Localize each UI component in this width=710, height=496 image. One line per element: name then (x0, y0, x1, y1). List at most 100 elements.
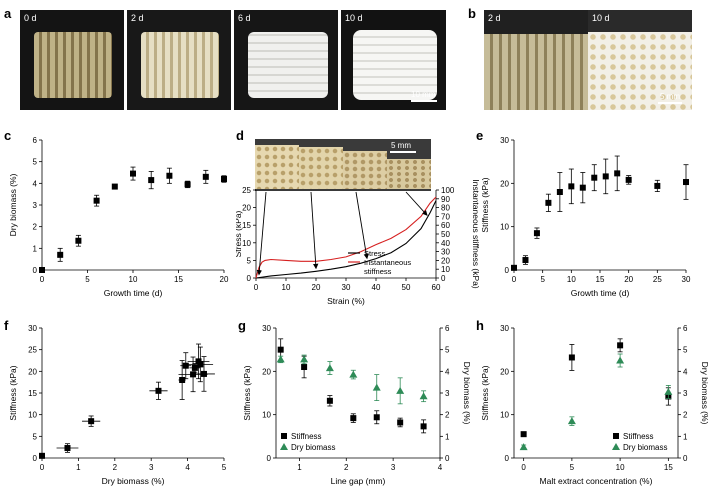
chart-d: 0 10 20 30 40 50 60051015202501020304050607080… (236, 179, 480, 306)
scale-bar-a (411, 100, 437, 102)
chart-g-xlabel: Line gap (mm) (331, 476, 386, 486)
chart-h-ytick-label: 10 (500, 411, 509, 420)
chart-e-xtick-label: 20 (624, 275, 633, 284)
chart-g-xtick-label: 3 (391, 463, 396, 472)
chart-c-ytick-label: 3 (33, 201, 38, 210)
chart-d-xtick-label: 40 (372, 283, 381, 292)
photo-d-strip: 5 mm (255, 139, 431, 191)
photo-a-tag-10d: 10 d (345, 13, 363, 23)
photo-a-10d: 10 mm 10 d (341, 10, 446, 110)
chart-c-point (130, 170, 136, 177)
scale-bar-d (390, 151, 416, 153)
panel-label-h: h (476, 318, 484, 333)
photo-b-tag-2d: 2 d (488, 13, 501, 23)
chart-f-xlabel: Dry biomass (%) (102, 476, 165, 486)
chart-h-ytick-label: 30 (500, 324, 509, 333)
chart-g-y2tick-label: 3 (445, 389, 450, 398)
chart-h-y2label: Dry biomass (%) (700, 362, 710, 425)
chart-f-point (88, 418, 95, 425)
chart-g-point (420, 423, 427, 430)
chart-c: 0 5 10 15 20 0 1 2 3 4 5 6 Growth time (d) Dry biomas… (8, 136, 229, 298)
chart-c-point (75, 237, 82, 244)
chart-g-point (300, 355, 309, 363)
scale-label-a: 10 mm (411, 90, 436, 99)
chart-g-point (301, 364, 308, 370)
chart-h-ytick-label: 0 (505, 454, 510, 463)
chart-c-point (57, 251, 64, 258)
chart-d-y2tick-label: 10 (441, 265, 450, 274)
chart-d-legend-label: Instantaneous (364, 258, 411, 267)
chart-h-point (519, 443, 528, 451)
chart-d-xtick-label: 0 (254, 283, 259, 292)
chart-d-legend-label: Stress (364, 249, 386, 258)
chart-f-ytick-label: 25 (28, 346, 37, 355)
photo-a-2d: 2 d (127, 10, 231, 110)
chart-g-legend-marker (280, 443, 288, 450)
photo-d-frame-2 (299, 147, 343, 189)
chart-d-y2tick-label: 30 (441, 248, 450, 257)
chart-c-axes: 0 5 10 15 20 0 1 2 3 4 5 6 Growth time (d) Dry biomas… (8, 136, 229, 298)
chart-g-ytick-label: 10 (262, 411, 271, 420)
scaffold-6d (248, 32, 328, 98)
chart-h-y2tick-label: 4 (683, 367, 688, 376)
chart-g-y2tick-label: 5 (445, 346, 450, 355)
chart-e-ytick-label: 10 (500, 223, 509, 232)
panel-label-d: d (236, 128, 244, 143)
chart-d-ytick-label: 10 (242, 239, 251, 248)
chart-c-ytick-label: 6 (33, 136, 38, 145)
panel-label-a: a (4, 6, 12, 21)
chart-g-ytick-label: 0 (267, 454, 272, 463)
chart-g-legend-label: Dry biomass (291, 443, 335, 452)
chart-d-legend-label: stiffness (364, 267, 392, 276)
chart-g-ylabel: Stiffness (kPa) (242, 365, 252, 420)
chart-d-series-line-1 (255, 196, 437, 279)
chart-e-ytick-label: 20 (500, 179, 509, 188)
chart-d-y2tick-label: 0 (441, 274, 446, 283)
chart-h-xtick-label: 5 (570, 463, 575, 472)
chart-e-xtick-label: 25 (653, 275, 662, 284)
chart-c-point (93, 197, 100, 204)
chart-e-ytick-label: 30 (500, 136, 509, 145)
chart-g-point (419, 392, 428, 400)
chart-e-point (625, 176, 632, 183)
chart-h-y2tick-label: 0 (683, 454, 688, 463)
chart-f-point (200, 370, 207, 377)
chart-e-point (683, 179, 689, 186)
chart-c-point (221, 176, 227, 182)
chart-g-legend: Stiffness Dry biomass (280, 432, 335, 452)
scaffold-10d (353, 30, 437, 100)
panel-label-e: e (476, 128, 484, 143)
scale-label-d: 5 mm (391, 141, 411, 150)
chart-d-xtick-label: 30 (342, 283, 351, 292)
chart-g-point (349, 370, 358, 378)
chart-c-point (184, 181, 191, 188)
panel-label-f: f (4, 318, 9, 333)
chart-g-point (326, 397, 333, 404)
chart-g-series-1 (276, 354, 428, 405)
chart-f-xtick-label: 1 (76, 463, 81, 472)
chart-e-ylabel: Stiffness (kPa) (480, 177, 490, 232)
chart-h-y2tick-label: 3 (683, 389, 688, 398)
chart-d-y2tick-label: 60 (441, 221, 450, 230)
chart-c-ytick-label: 2 (33, 223, 38, 232)
chart-g-ytick-label: 30 (262, 324, 271, 333)
chart-g-legend-label: Stiffness (291, 432, 322, 441)
chart-f-ytick-label: 15 (28, 389, 37, 398)
chart-e-ytick-label: 0 (505, 266, 510, 275)
chart-g-y2tick-label: 4 (445, 367, 450, 376)
chart-h-series-0 (520, 338, 672, 438)
chart-c-xtick-label: 0 (40, 275, 45, 284)
chart-f-xtick-label: 2 (113, 463, 118, 472)
chart-c-xtick-label: 5 (85, 275, 90, 284)
chart-d-y2tick-label: 90 (441, 195, 450, 204)
chart-g-ytick-label: 20 (262, 367, 271, 376)
chart-h-legend-label: Stiffness (623, 432, 654, 441)
chart-e-xtick-label: 15 (596, 275, 605, 284)
chart-h-y2tick-label: 2 (683, 411, 688, 420)
chart-h-axes: 0 5 10 15 0 10 20 30 0 1 2 3 4 5 6 Malt extract concent… (480, 324, 710, 486)
chart-h-point (617, 342, 624, 349)
chart-e-point (591, 174, 598, 181)
chart-d-ytick-label: 25 (242, 186, 251, 195)
chart-e-xtick-label: 10 (567, 275, 576, 284)
chart-f-xtick-label: 0 (40, 463, 45, 472)
